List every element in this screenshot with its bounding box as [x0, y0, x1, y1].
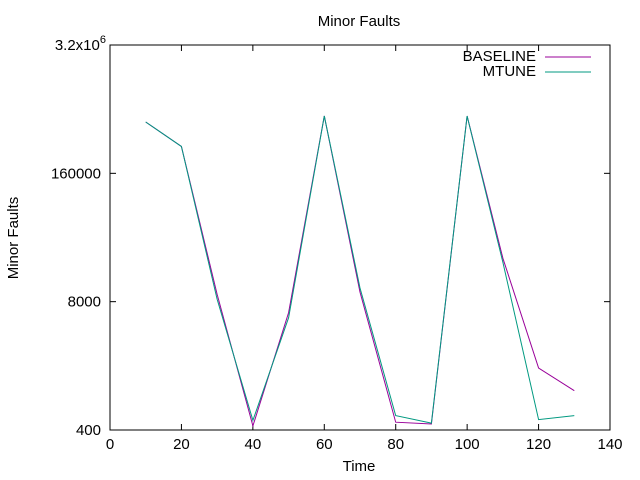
x-tick-label-4: 80	[387, 436, 404, 453]
x-tick-label-1: 20	[173, 436, 190, 453]
x-tick-label-5: 100	[455, 436, 480, 453]
y-axis-ticks: 400 8000 160000 3.2x106	[51, 34, 610, 439]
series-lines	[145, 115, 575, 428]
x-axis-ticks: 0 20 40 60 80 100 120 140	[106, 45, 623, 453]
chart-title: Minor Faults	[318, 13, 401, 30]
series-line-baseline	[145, 115, 575, 428]
y-tick-label-3: 3.2x106	[55, 34, 106, 54]
x-tick-label-0: 0	[106, 436, 114, 453]
x-tick-label-6: 120	[526, 436, 551, 453]
legend-label-baseline: BASELINE	[463, 48, 536, 65]
plot-frame	[109, 44, 611, 431]
legend: BASELINE MTUNE	[463, 48, 591, 80]
x-tick-label-2: 40	[245, 436, 262, 453]
x-tick-label-7: 140	[597, 436, 622, 453]
x-axis-label: Time	[343, 458, 376, 475]
y-tick-label-2: 160000	[51, 165, 101, 182]
y-axis-label: Minor Faults	[5, 197, 22, 280]
series-line-mtune	[145, 115, 575, 424]
legend-label-mtune: MTUNE	[483, 63, 536, 80]
y-tick-label-1: 8000	[68, 294, 101, 311]
x-tick-label-3: 60	[316, 436, 333, 453]
y-tick-label-0: 400	[76, 422, 101, 439]
